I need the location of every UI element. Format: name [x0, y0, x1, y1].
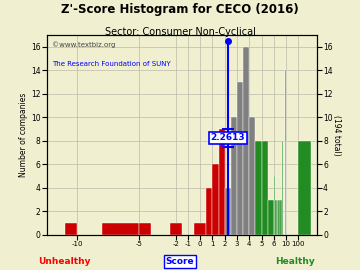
Bar: [285, 70, 286, 235]
Bar: [206, 188, 212, 235]
Text: Healthy: Healthy: [275, 257, 315, 266]
Bar: [212, 164, 219, 235]
Bar: [277, 200, 278, 235]
Text: ©www.textbiz.org: ©www.textbiz.org: [52, 41, 116, 48]
Y-axis label: (194 total): (194 total): [332, 115, 341, 155]
Text: 2.2613: 2.2613: [211, 133, 245, 143]
Bar: [231, 117, 237, 235]
Bar: [102, 223, 139, 235]
Bar: [262, 141, 268, 235]
Bar: [170, 223, 182, 235]
Bar: [274, 176, 275, 235]
Text: Z'-Score Histogram for CECO (2016): Z'-Score Histogram for CECO (2016): [61, 3, 299, 16]
Bar: [65, 223, 77, 235]
Text: The Research Foundation of SUNY: The Research Foundation of SUNY: [52, 61, 171, 67]
Bar: [219, 129, 225, 235]
Bar: [243, 47, 249, 235]
Bar: [256, 141, 262, 235]
Y-axis label: Number of companies: Number of companies: [19, 93, 28, 177]
Bar: [139, 223, 151, 235]
Text: Score: Score: [166, 257, 194, 266]
Bar: [237, 82, 243, 235]
Text: Unhealthy: Unhealthy: [39, 257, 91, 266]
Bar: [280, 200, 282, 235]
Bar: [275, 200, 277, 235]
Bar: [249, 117, 256, 235]
Bar: [282, 141, 283, 235]
Text: Sector: Consumer Non-Cyclical: Sector: Consumer Non-Cyclical: [104, 27, 256, 37]
Bar: [278, 200, 280, 235]
Bar: [225, 188, 231, 235]
Bar: [268, 200, 274, 235]
Bar: [298, 141, 311, 235]
Bar: [194, 223, 206, 235]
